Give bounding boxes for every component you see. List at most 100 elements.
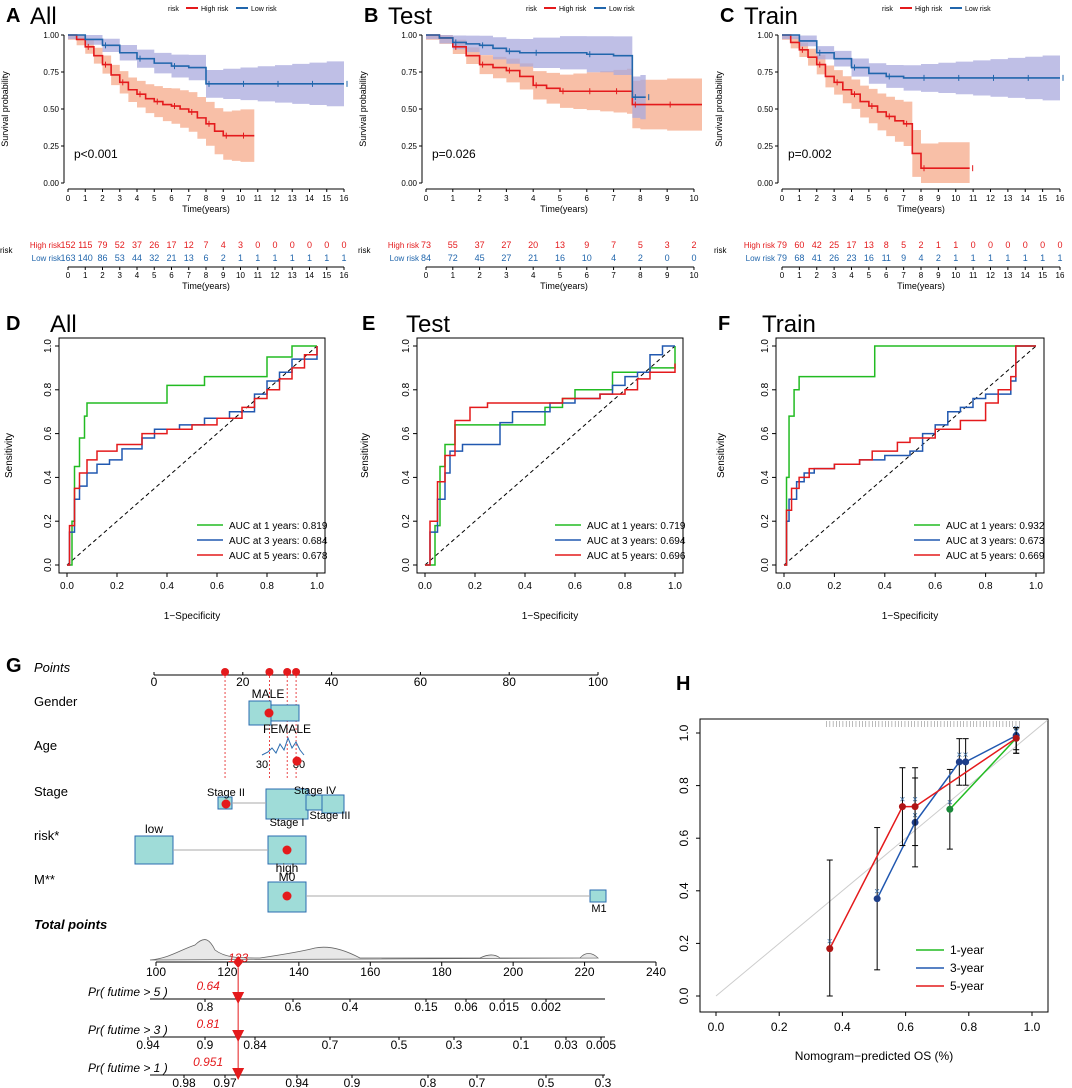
table-high-count: 0	[341, 240, 346, 250]
age-label: Age	[34, 738, 57, 753]
panel-letter: A	[6, 5, 20, 27]
table-low-count: 1	[988, 253, 993, 263]
pr3-tick-label: 0.3	[446, 1038, 463, 1052]
roc-curve-2	[425, 345, 675, 566]
table-x-tick-label: 13	[288, 271, 297, 280]
roc-curve-2	[67, 346, 318, 566]
roc-curve-3	[425, 363, 676, 566]
cal-x-axis-title: Nomogram−predicted OS (%)	[795, 1049, 953, 1063]
y-tick-label: 0.4	[401, 470, 412, 484]
table-high-count: 0	[1023, 240, 1028, 250]
table-high-count: 20	[528, 240, 538, 250]
table-low-count: 84	[421, 253, 431, 263]
cal-x-tick-label: 0.0	[708, 1020, 725, 1034]
risk-label: risk*	[34, 828, 59, 843]
x-tick-label: 6	[884, 194, 889, 203]
total-tick-label: 100	[146, 965, 166, 979]
y-tick-label: 0.00	[401, 179, 417, 188]
cal-point	[898, 803, 906, 811]
x-tick-label: 1	[83, 194, 88, 203]
table-low-count: 16	[864, 253, 874, 263]
x-axis-title: 1−Specificity	[522, 611, 578, 622]
total-tick-label: 240	[646, 965, 666, 979]
table-high-count: 0	[1040, 240, 1045, 250]
cal-line-5-year	[829, 737, 1017, 950]
table-high-count: 152	[60, 240, 75, 250]
table-x-tick-label: 0	[66, 271, 71, 280]
table-high-count: 0	[272, 240, 277, 250]
x-tick-label: 8	[204, 194, 209, 203]
high-risk-ci-band	[782, 35, 970, 183]
stage-level-i: Stage I	[270, 817, 305, 829]
table-high-count: 3	[238, 240, 243, 250]
cal-y-tick-label: 0.0	[677, 987, 691, 1004]
x-tick-label: 1	[451, 194, 456, 203]
table-x-tick-label: 0	[780, 271, 785, 280]
panel-title: All	[30, 3, 57, 30]
table-high-count: 37	[132, 240, 142, 250]
table-high-count: 73	[421, 240, 431, 250]
y-tick-label: 1.0	[401, 339, 412, 353]
table-x-tick-label: 10	[690, 271, 699, 280]
table-low-count: 1	[1057, 253, 1062, 263]
table-x-tick-label: 16	[1056, 271, 1065, 280]
total-selected-marker	[233, 956, 244, 968]
pr5-tick-label: 0.15	[414, 1000, 438, 1014]
auc-legend-label: AUC at 3 years: 0.684	[229, 536, 328, 547]
table-title: risk	[0, 246, 13, 255]
table-x-tick-label: 7	[901, 271, 906, 280]
y-tick-label: 1.00	[401, 31, 417, 40]
table-x-tick-label: 4	[849, 271, 854, 280]
m-box-m1	[589, 889, 607, 903]
table-high-count: 0	[1057, 240, 1062, 250]
pr3-tick-label: 0.03	[554, 1038, 578, 1052]
x-tick-label: 16	[1056, 194, 1065, 203]
pr3-tick-label: 0.9	[197, 1038, 214, 1052]
table-x-tick-label: 2	[477, 271, 482, 280]
table-low-count: 1	[971, 253, 976, 263]
pr3-label: Pr( futime > 3 )	[88, 1023, 168, 1037]
table-high-count: 7	[611, 240, 616, 250]
table-high-count: 79	[777, 240, 787, 250]
legend-high-label: High risk	[201, 6, 229, 13]
points-tick-label: 80	[503, 675, 517, 689]
total-tick-label: 160	[360, 965, 380, 979]
risk-level-high: high	[276, 861, 299, 875]
x-tick-label: 13	[1003, 194, 1012, 203]
y-tick-label: 0.75	[401, 68, 417, 77]
pr1-tick-label: 0.8	[420, 1076, 437, 1088]
table-x-tick-label: 8	[204, 271, 209, 280]
x-tick-label: 14	[305, 194, 314, 203]
panel-letter: F	[718, 313, 730, 335]
table-low-count: 41	[812, 253, 822, 263]
y-tick-label: 0.0	[401, 558, 412, 572]
x-tick-label: 16	[340, 194, 349, 203]
pr1-tick-label: 0.3	[595, 1076, 612, 1088]
points-tick-label: 40	[325, 675, 339, 689]
x-axis-title: 1−Specificity	[882, 611, 938, 622]
pr3-selected-value: 0.81	[196, 1017, 219, 1031]
table-row-low-label: Low risk	[390, 254, 420, 263]
m-level-m1: M1	[591, 903, 606, 915]
y-axis-title: Survival probability	[0, 71, 10, 147]
panel-title: Test	[406, 311, 450, 338]
x-tick-label: 0	[424, 194, 429, 203]
table-x-tick-label: 0	[424, 271, 429, 280]
table-x-tick-label: 2	[815, 271, 820, 280]
table-high-count: 2	[918, 240, 923, 250]
table-low-count: 1	[272, 253, 277, 263]
cal-point	[1012, 734, 1020, 742]
pr3-tick-label: 0.84	[243, 1038, 267, 1052]
table-x-tick-label: 1	[451, 271, 456, 280]
table-low-count: 1	[953, 253, 958, 263]
p-value: p=0.002	[788, 147, 832, 161]
x-tick-label: 3	[118, 194, 123, 203]
table-x-axis-title: Time(years)	[182, 281, 230, 291]
table-x-tick-label: 5	[867, 271, 872, 280]
table-x-tick-label: 9	[221, 271, 226, 280]
panel-title: Train	[744, 3, 798, 30]
roc-curve-2	[784, 345, 1036, 566]
risk-box-low	[134, 835, 174, 865]
cal-point	[911, 803, 919, 811]
x-tick-label: 0.2	[827, 581, 841, 592]
